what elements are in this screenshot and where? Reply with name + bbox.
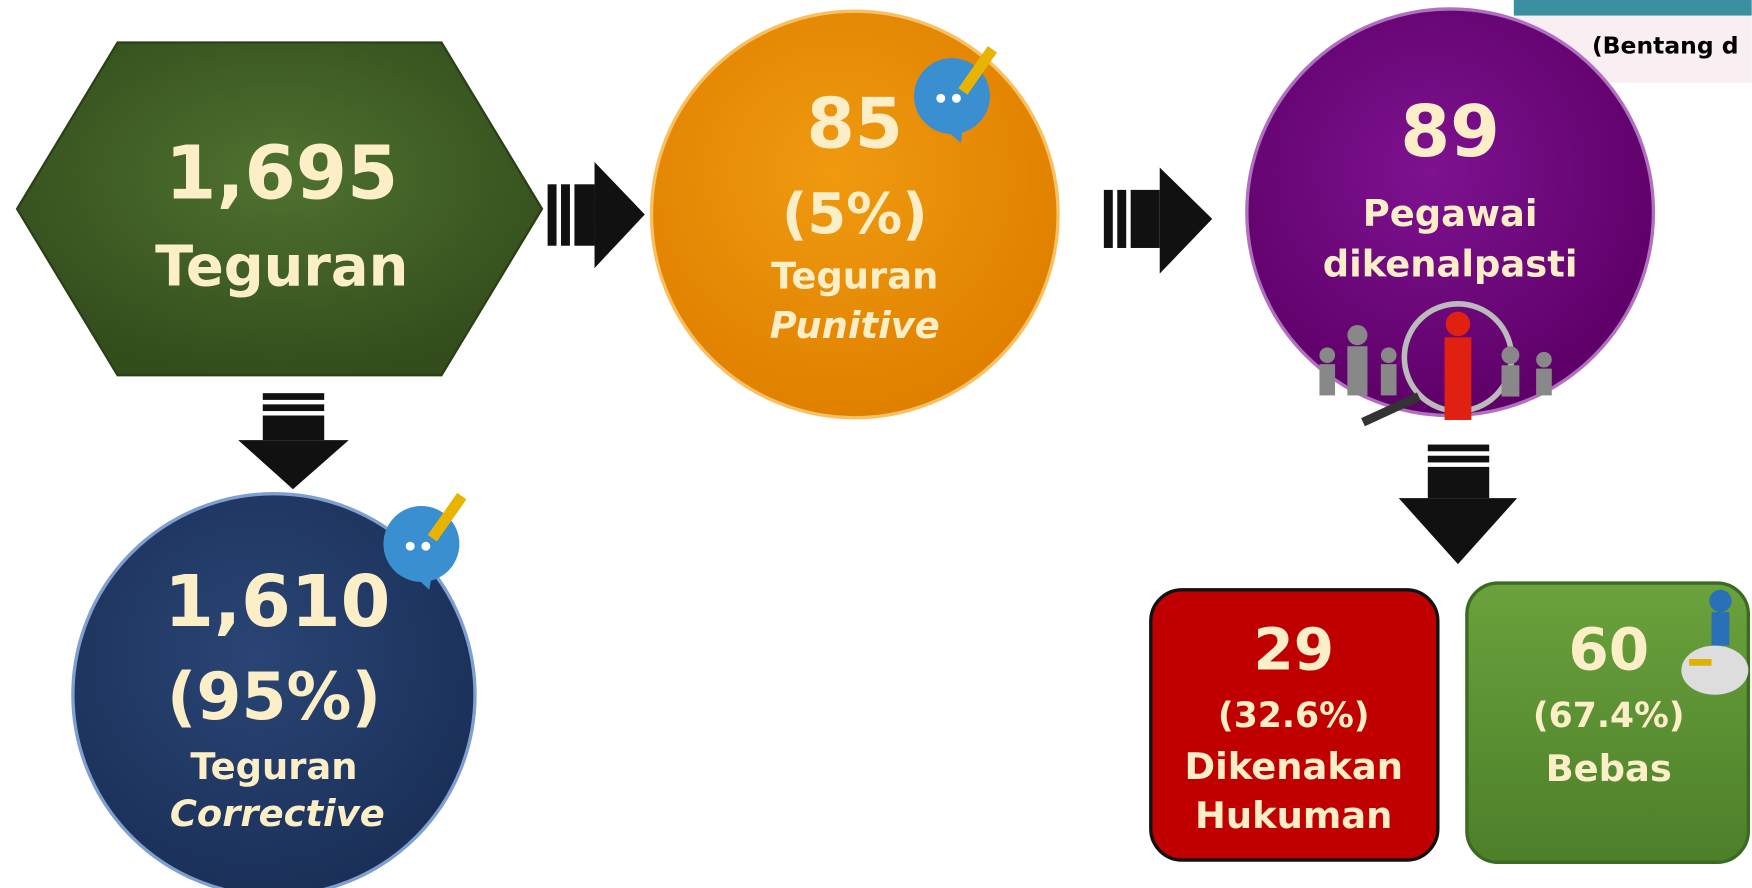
arrow-right xyxy=(548,162,645,268)
node-value: 60 xyxy=(1568,616,1649,684)
node-label: Teguran xyxy=(771,255,938,298)
node-label: Pegawai xyxy=(1363,192,1538,235)
header-text: (Bentang d xyxy=(1592,31,1739,59)
node-value: 1,610 xyxy=(164,560,390,643)
node-value: 1,695 xyxy=(165,132,398,217)
node-value: 85 xyxy=(807,84,903,164)
arrow-down xyxy=(1399,445,1517,565)
node-value: 89 xyxy=(1400,90,1499,173)
node-label: Dikenakan xyxy=(1185,745,1404,788)
arrow-right xyxy=(1104,168,1212,274)
arrow-down xyxy=(238,393,349,489)
node-percent: (95%) xyxy=(167,660,381,735)
node-label: Hukuman xyxy=(1195,794,1392,837)
node-percent: (67.4%) xyxy=(1533,696,1685,736)
node-value: 29 xyxy=(1253,616,1334,684)
node-label-italic: Corrective xyxy=(170,792,385,835)
page: (Bentang d 1,695 Teguran 85 (5%) Teguran… xyxy=(0,0,1752,888)
node-label-italic: Punitive xyxy=(770,304,940,347)
node-label: Teguran xyxy=(155,234,408,299)
header-image-fragment xyxy=(1514,0,1752,16)
node-percent: (32.6%) xyxy=(1218,696,1370,736)
diagram: (Bentang d 1,695 Teguran 85 (5%) Teguran… xyxy=(0,0,1752,888)
node-label: Bebas xyxy=(1546,747,1672,790)
node-label: dikenalpasti xyxy=(1323,242,1578,285)
node-label: Teguran xyxy=(190,745,357,788)
node-percent: (5%) xyxy=(782,182,928,247)
